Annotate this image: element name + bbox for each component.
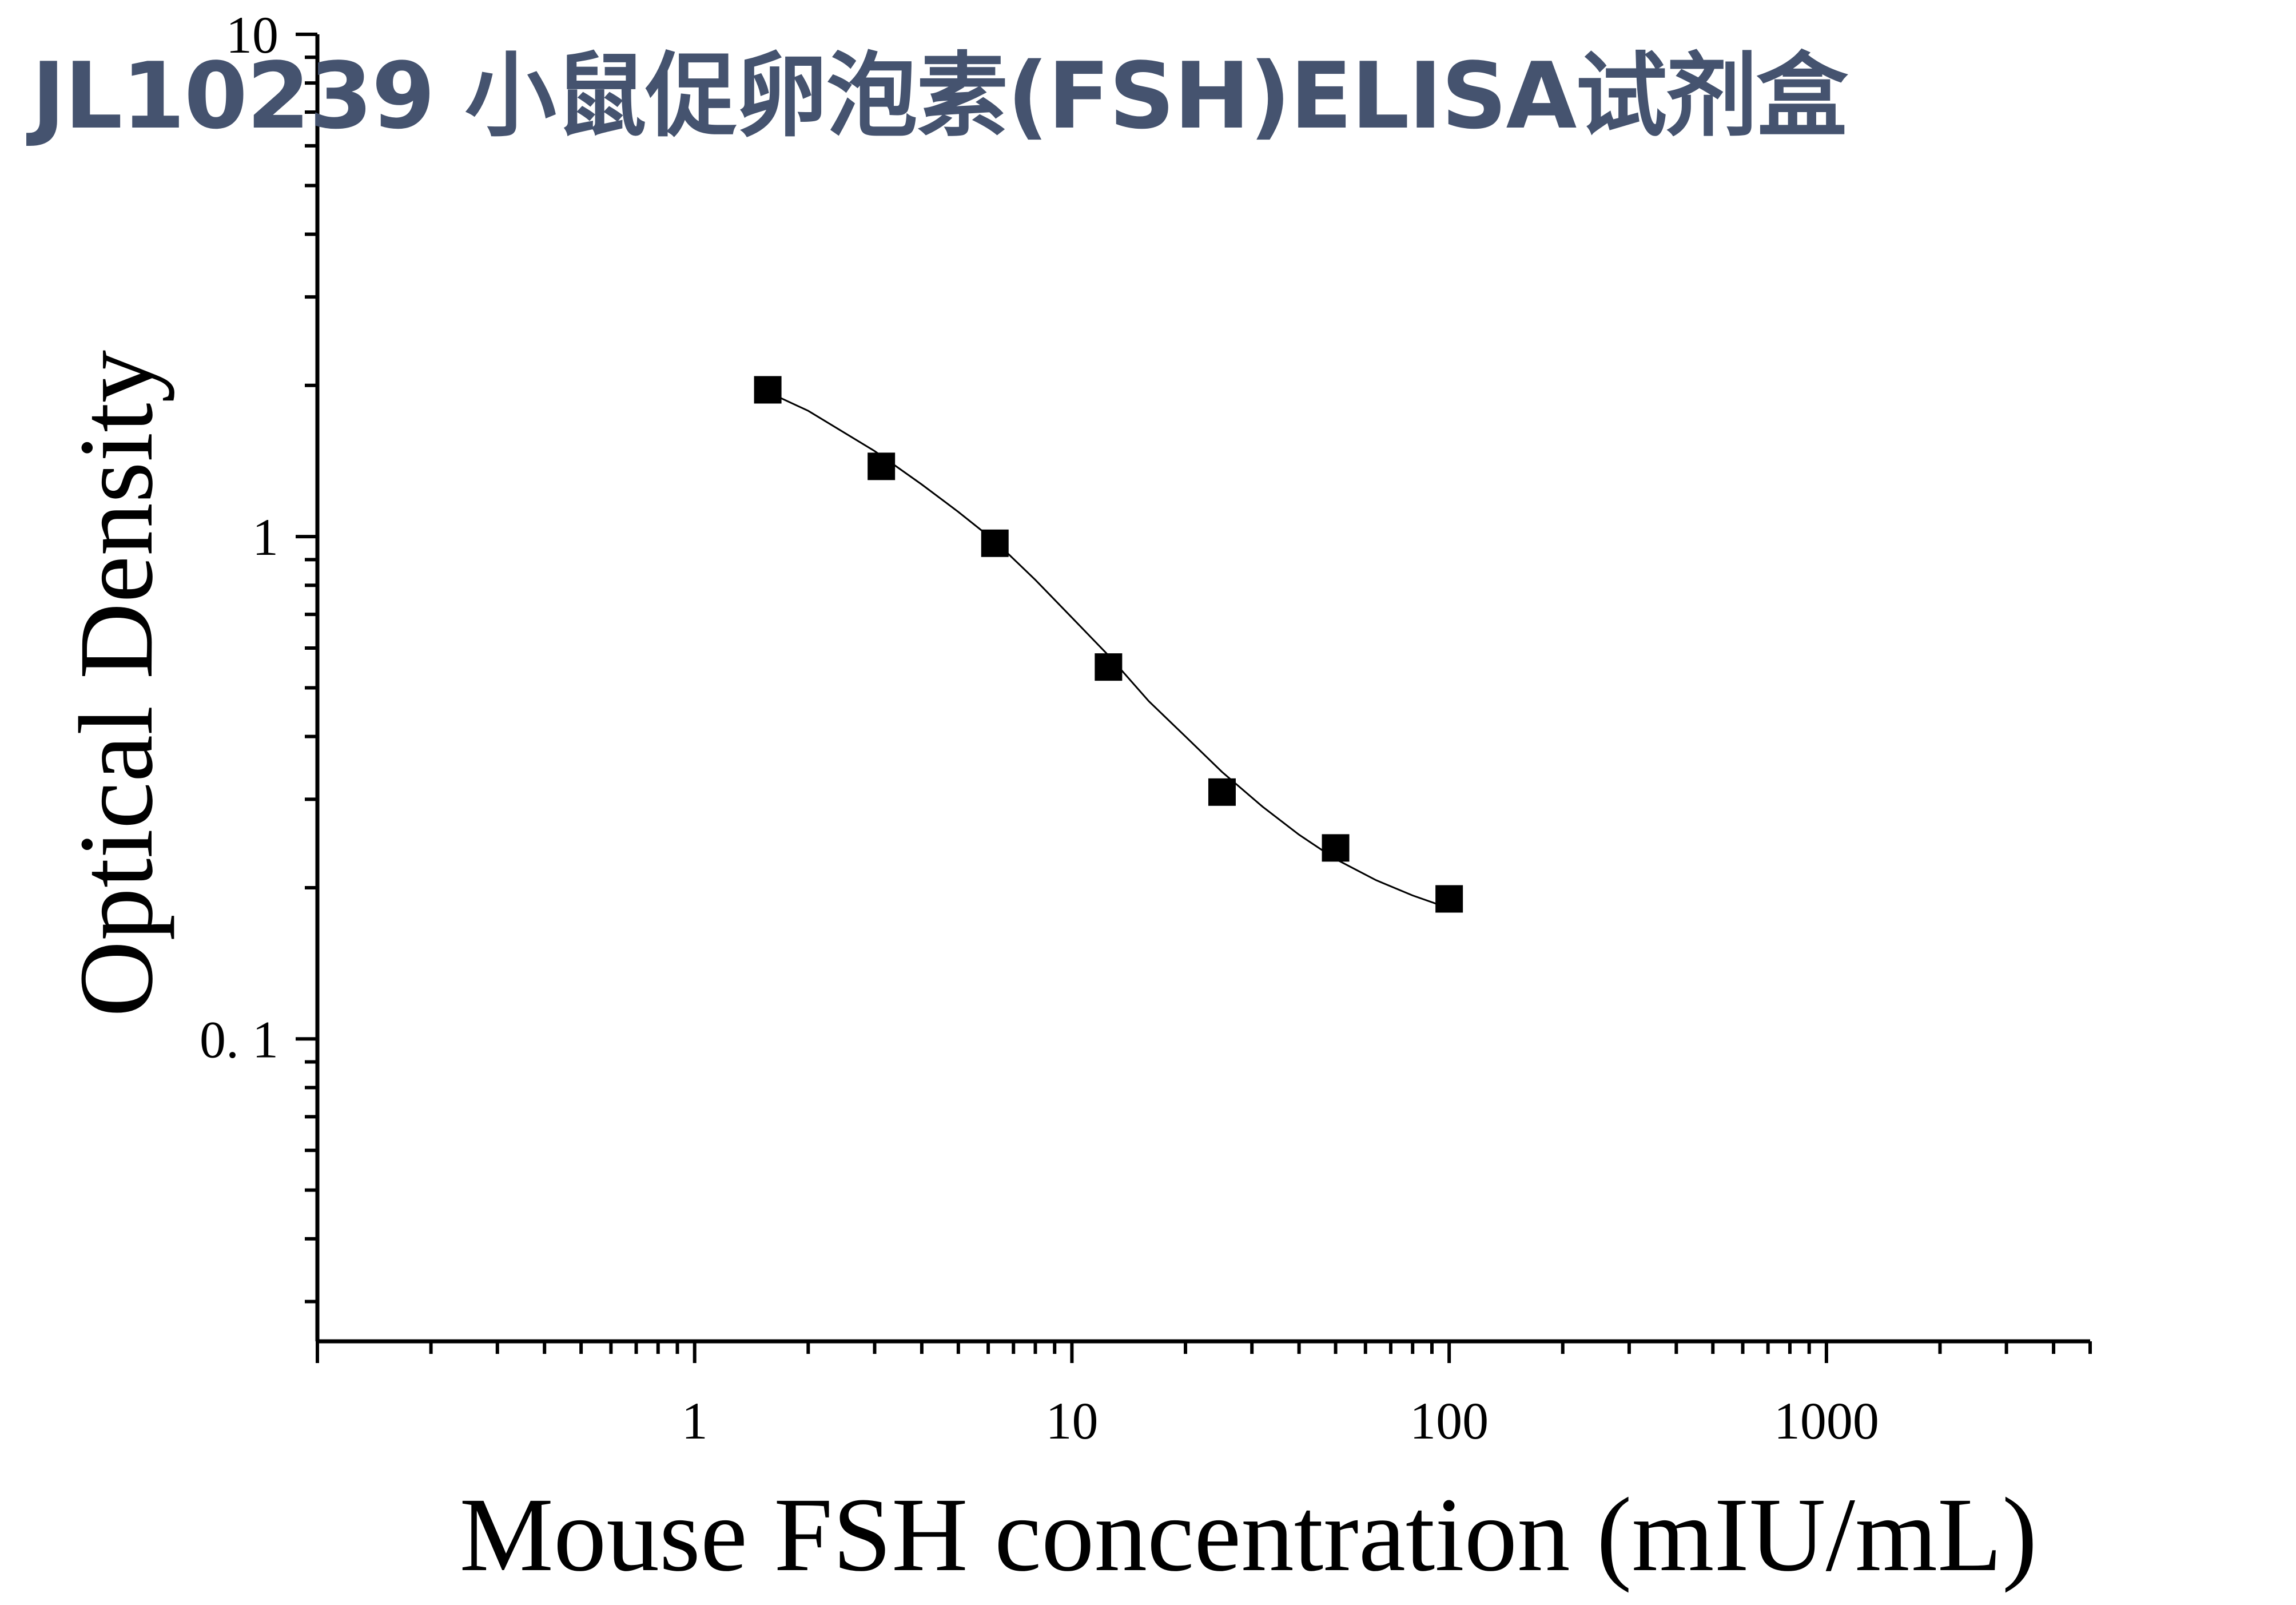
data-point [868,452,896,480]
fit-curve-layer [767,391,1450,909]
data-point [1322,834,1350,862]
y-tick-label: 10 [226,6,278,64]
y-tick-label: 0. 1 [200,1010,278,1068]
data-point [754,376,782,404]
ticks: 1 10 100 1000 0. 1 1 10 [200,6,2092,1450]
x-tick-label: 1 [682,1392,708,1450]
x-tick-label: 100 [1410,1392,1489,1450]
x-axis-label: Mouse FSH concentration (mIU/mL) [459,1476,2037,1594]
axes [315,34,2090,1344]
data-point [1435,885,1463,913]
data-points [754,376,1463,913]
x-tick-label: 1000 [1774,1392,1879,1450]
watermark-text: JL10239 小鼠促卵泡素(FSH)ELISA试剂盒 [31,42,1848,149]
y-axis-label: Optical Density [58,350,175,1017]
data-point [1208,778,1236,806]
x-tick-label: 10 [1045,1392,1098,1450]
fit-curve [767,391,1450,909]
y-tick-label: 1 [252,508,278,566]
data-point [981,529,1009,557]
data-point [1095,653,1123,681]
